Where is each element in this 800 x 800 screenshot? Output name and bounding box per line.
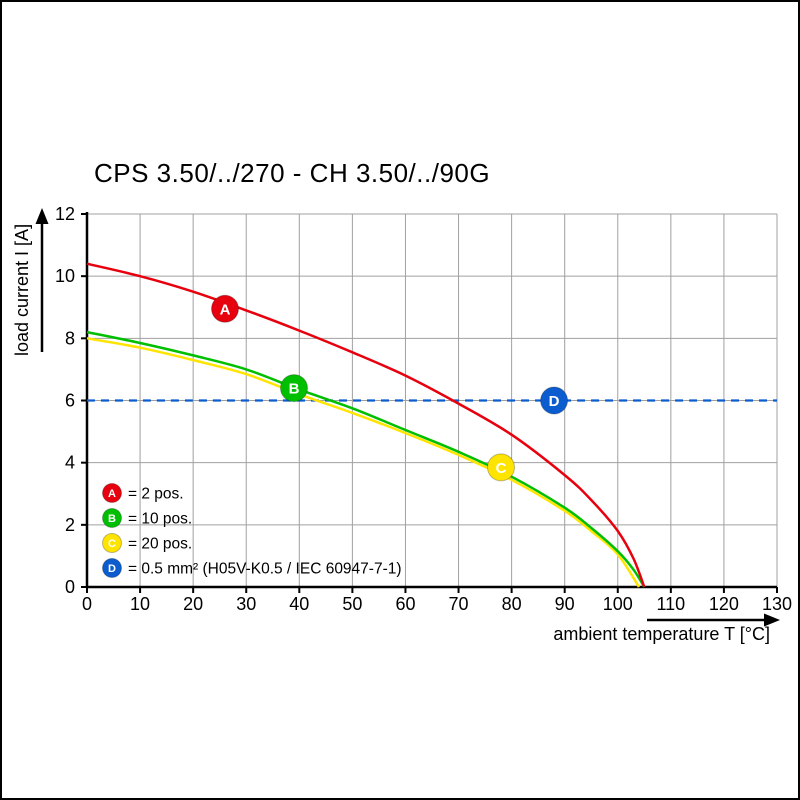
x-tick-label: 40 [289,594,309,614]
series-B-curve [86,330,646,588]
series-D-marker [540,386,569,415]
legend-marker-letter-C: C [108,538,116,550]
x-tick-label: 120 [709,594,739,614]
series-B-marker [280,374,308,403]
x-tick-label: 90 [555,594,575,614]
series-A-marker [211,294,239,323]
x-tick-label: 10 [130,594,150,614]
x-tick-label: 100 [603,594,633,614]
y-tick-label: 8 [65,328,75,348]
legend-marker-letter-D: D [108,563,116,575]
chart-title: CPS 3.50/../270 - CH 3.50/../90G [94,158,491,188]
legend-marker-A [102,483,122,503]
y-axis-arrowhead-icon [35,208,49,224]
y-tick-label: 10 [55,266,75,286]
legend-item-B: B = 10 pos. [102,508,192,528]
series-A-marker-letter: A [220,301,231,318]
legend-label-C: = 20 pos. [128,536,192,553]
legend-label-B: = 10 pos. [128,511,192,528]
legend-marker-letter-B: B [108,513,116,525]
y-tick-label: 6 [65,391,75,411]
x-tick-label: 0 [82,594,92,614]
series-B-marker-letter: B [289,381,300,398]
y-tick-label: 12 [55,204,75,224]
legend-marker-D [102,558,122,578]
x-tick-label: 70 [449,594,469,614]
y-tick-label: 0 [65,577,75,597]
x-tick-label: 30 [236,594,256,614]
x-axis-label: ambient temperature T [°C] [553,624,770,644]
series-A-curve [86,262,646,588]
series-C-marker [487,453,515,482]
legend-marker-letter-A: A [108,488,116,500]
x-tick-label: 60 [395,594,415,614]
x-tick-label: 110 [656,594,685,614]
series-C-marker-letter: C [496,460,507,477]
x-tick-label: 80 [502,594,522,614]
legend-label-A: = 2 pos. [128,486,184,503]
legend-item-D: D = 0.5 mm² (H05V-K0.5 / IEC 60947-7-1) [102,558,402,578]
x-tick-label: 20 [183,594,203,614]
x-tick-label: 50 [342,594,362,614]
y-tick-label: 4 [65,453,75,473]
series-C-curve [86,337,641,588]
legend-item-A: A = 2 pos. [102,483,184,503]
series-D-marker-letter: D [549,393,560,410]
legend-item-C: C = 20 pos. [102,533,192,553]
x-axis-arrowhead-icon [764,613,780,627]
x-tick-label: 130 [762,594,792,614]
legend-marker-B [102,508,122,528]
legend-marker-C [102,533,122,553]
y-tick-label: 2 [65,515,75,535]
legend-label-D: = 0.5 mm² (H05V-K0.5 / IEC 60947-7-1) [128,561,402,578]
